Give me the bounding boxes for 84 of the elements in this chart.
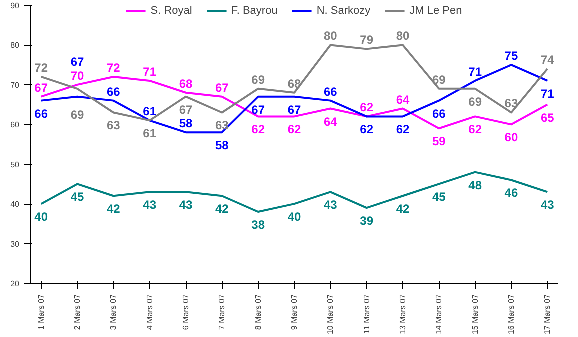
data-label: 39 <box>360 214 374 228</box>
x-tick-label: 9 Mars 07 <box>290 294 299 330</box>
data-label: 40 <box>34 210 48 224</box>
data-label: 43 <box>540 198 555 212</box>
data-label: 45 <box>70 190 85 204</box>
data-label: 62 <box>360 100 374 115</box>
data-label: 62 <box>288 122 302 137</box>
y-tick-label: 20 <box>10 280 20 288</box>
y-tick-label: 30 <box>10 240 20 249</box>
x-tick-label: 10 Mars 07 <box>326 294 336 335</box>
data-label: 58 <box>179 116 194 131</box>
y-tick-label: 60 <box>10 120 20 130</box>
data-label: 67 <box>70 54 85 69</box>
data-label: 64 <box>396 92 410 107</box>
data-label: 45 <box>432 190 446 204</box>
data-label: 62 <box>396 122 410 137</box>
data-label: 66 <box>34 106 48 121</box>
data-label: 42 <box>107 202 121 216</box>
data-label: 66 <box>107 84 121 99</box>
data-label: 68 <box>179 76 194 91</box>
legend-label: JM Le Pen <box>410 5 462 17</box>
data-label: 63 <box>107 118 121 133</box>
data-label: 69 <box>468 94 482 109</box>
y-tick-label: 70 <box>10 80 20 90</box>
x-tick-label: 8 Mars 07 <box>254 294 263 330</box>
legend-label: F. Bayrou <box>231 5 278 17</box>
y-tick-label: 40 <box>10 200 20 210</box>
x-tick-label: 15 Mars 07 <box>470 294 480 335</box>
x-tick-label: 7 Mars 07 <box>218 294 227 330</box>
data-label: 58 <box>215 138 230 153</box>
y-tick-label: 80 <box>10 41 20 50</box>
data-label: 46 <box>504 186 518 200</box>
data-label: 67 <box>215 80 230 95</box>
data-label: 70 <box>70 68 85 83</box>
data-label: 65 <box>540 110 555 125</box>
data-label: 72 <box>107 60 121 75</box>
data-label: 69 <box>70 108 85 122</box>
data-label: 43 <box>143 198 157 212</box>
data-label: 80 <box>324 29 338 44</box>
x-tick-label: 6 Mars 07 <box>182 294 191 330</box>
data-label: 62 <box>252 122 266 137</box>
data-label: 43 <box>324 198 338 212</box>
data-label: 59 <box>432 134 446 149</box>
x-tick-label: 13 Mars 07 <box>398 294 408 335</box>
data-label: 71 <box>468 64 482 79</box>
data-label: 67 <box>288 102 302 117</box>
data-label: 71 <box>540 86 555 101</box>
data-label: 61 <box>143 104 157 119</box>
data-label: 67 <box>179 102 194 117</box>
data-label: 66 <box>324 84 338 99</box>
y-tick-label: 50 <box>10 160 20 170</box>
x-tick-label: 4 Mars 07 <box>145 294 154 330</box>
x-tick-label: 11 Mars 07 <box>362 294 372 334</box>
data-label: 42 <box>396 202 410 216</box>
x-tick-label: 1 Mars 07 <box>36 294 46 330</box>
data-label: 63 <box>215 118 230 133</box>
data-label: 69 <box>252 72 266 87</box>
x-tick-label: 2 Mars 07 <box>73 294 82 330</box>
data-label: 79 <box>360 33 374 48</box>
x-tick-label: 17 Mars 07 <box>543 294 552 335</box>
x-tick-label: 3 Mars 07 <box>109 294 118 330</box>
data-label: 67 <box>252 102 266 117</box>
data-label: 38 <box>252 218 266 232</box>
y-tick-label: 90 <box>10 2 20 10</box>
data-label: 42 <box>215 202 230 216</box>
data-label: 67 <box>34 80 48 95</box>
data-label: 60 <box>504 130 518 145</box>
x-tick-label: 14 Mars 07 <box>434 294 444 335</box>
data-label: 62 <box>360 122 374 137</box>
data-label: 48 <box>468 178 482 192</box>
x-tick-label: 16 Mars 07 <box>506 294 516 335</box>
legend-label: N. Sarkozy <box>316 5 371 17</box>
data-label: 75 <box>504 49 518 64</box>
data-label: 43 <box>179 198 194 212</box>
data-label: 62 <box>468 122 482 137</box>
data-label: 40 <box>288 210 302 224</box>
data-label: 71 <box>143 64 157 79</box>
data-label: 74 <box>540 53 555 68</box>
data-label: 72 <box>34 60 48 75</box>
data-label: 64 <box>324 114 338 129</box>
data-label: 66 <box>432 106 446 121</box>
data-label: 61 <box>143 126 157 141</box>
legend-label: S. Royal <box>150 5 192 17</box>
data-label: 80 <box>396 29 410 44</box>
